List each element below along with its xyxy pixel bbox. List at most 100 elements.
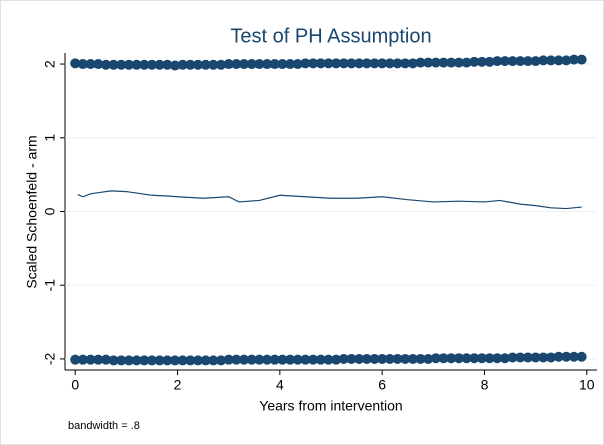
point <box>323 354 334 365</box>
point <box>407 58 418 69</box>
point <box>407 353 418 364</box>
point <box>269 59 280 70</box>
x-tick-label: 2 <box>174 377 182 393</box>
point <box>131 355 142 366</box>
y-tick-label: -1 <box>42 279 58 292</box>
point <box>438 353 449 364</box>
point <box>561 55 572 66</box>
point <box>461 353 472 364</box>
point <box>568 351 579 362</box>
point <box>507 56 518 67</box>
point <box>223 59 234 70</box>
point <box>392 353 403 364</box>
x-tick-label: 4 <box>276 377 284 393</box>
point <box>169 60 180 71</box>
point <box>415 57 426 68</box>
point <box>315 58 326 69</box>
point <box>262 59 273 70</box>
point <box>545 352 556 363</box>
point <box>430 57 441 68</box>
point <box>354 353 365 364</box>
point <box>208 355 219 366</box>
point <box>123 59 134 70</box>
lowess-line <box>77 190 582 210</box>
point <box>146 355 157 366</box>
point <box>269 354 280 365</box>
point <box>239 354 250 365</box>
point <box>277 354 288 365</box>
point <box>177 355 188 366</box>
point <box>331 354 342 365</box>
x-tick-label: 0 <box>71 377 79 393</box>
point <box>392 58 403 69</box>
point <box>100 59 111 70</box>
point <box>369 58 380 69</box>
point <box>208 59 219 70</box>
point <box>292 354 303 365</box>
point <box>515 56 526 67</box>
point <box>116 59 127 70</box>
point <box>116 355 127 366</box>
point <box>361 58 372 69</box>
point <box>200 355 211 366</box>
point <box>446 57 457 68</box>
point <box>553 351 564 362</box>
x-tick-label: 6 <box>378 377 386 393</box>
point <box>85 354 96 365</box>
y-axis-label: Scaled Schoenfeld - arm <box>24 135 40 288</box>
point <box>484 56 495 67</box>
point <box>400 58 411 69</box>
point <box>423 353 434 364</box>
point <box>492 353 503 364</box>
chart-title: Test of PH Assumption <box>230 25 431 47</box>
point <box>469 56 480 67</box>
point <box>446 353 457 364</box>
point <box>216 59 227 70</box>
point <box>93 59 104 70</box>
point <box>285 354 296 365</box>
point <box>239 59 250 70</box>
point <box>300 354 311 365</box>
y-tick-label: 1 <box>42 134 58 142</box>
point <box>93 354 104 365</box>
point <box>70 58 81 69</box>
point <box>231 354 242 365</box>
point <box>423 57 434 68</box>
point <box>576 54 587 65</box>
point <box>154 355 165 366</box>
note: bandwidth = .8 <box>68 420 140 432</box>
y-tick-label: -2 <box>42 353 58 366</box>
point <box>331 58 342 69</box>
point <box>576 351 587 362</box>
point <box>522 352 533 363</box>
point <box>315 354 326 365</box>
point <box>262 354 273 365</box>
y-tick-label: 2 <box>42 60 58 68</box>
point <box>100 354 111 365</box>
point <box>361 353 372 364</box>
point <box>308 354 319 365</box>
point <box>193 355 203 366</box>
point <box>139 355 150 366</box>
point <box>561 351 572 362</box>
point <box>77 354 88 365</box>
point <box>146 59 157 70</box>
point <box>300 58 311 69</box>
point <box>139 59 150 70</box>
point <box>492 56 503 67</box>
point <box>246 59 257 70</box>
point <box>530 352 541 363</box>
point <box>415 353 426 364</box>
point <box>461 57 472 68</box>
point <box>354 58 365 69</box>
point <box>254 59 265 70</box>
point <box>108 355 119 366</box>
point <box>162 355 173 366</box>
point <box>538 352 549 363</box>
point <box>131 59 142 70</box>
point <box>469 353 480 364</box>
point <box>246 354 257 365</box>
point <box>538 55 549 66</box>
point <box>77 59 88 70</box>
point <box>162 59 173 70</box>
